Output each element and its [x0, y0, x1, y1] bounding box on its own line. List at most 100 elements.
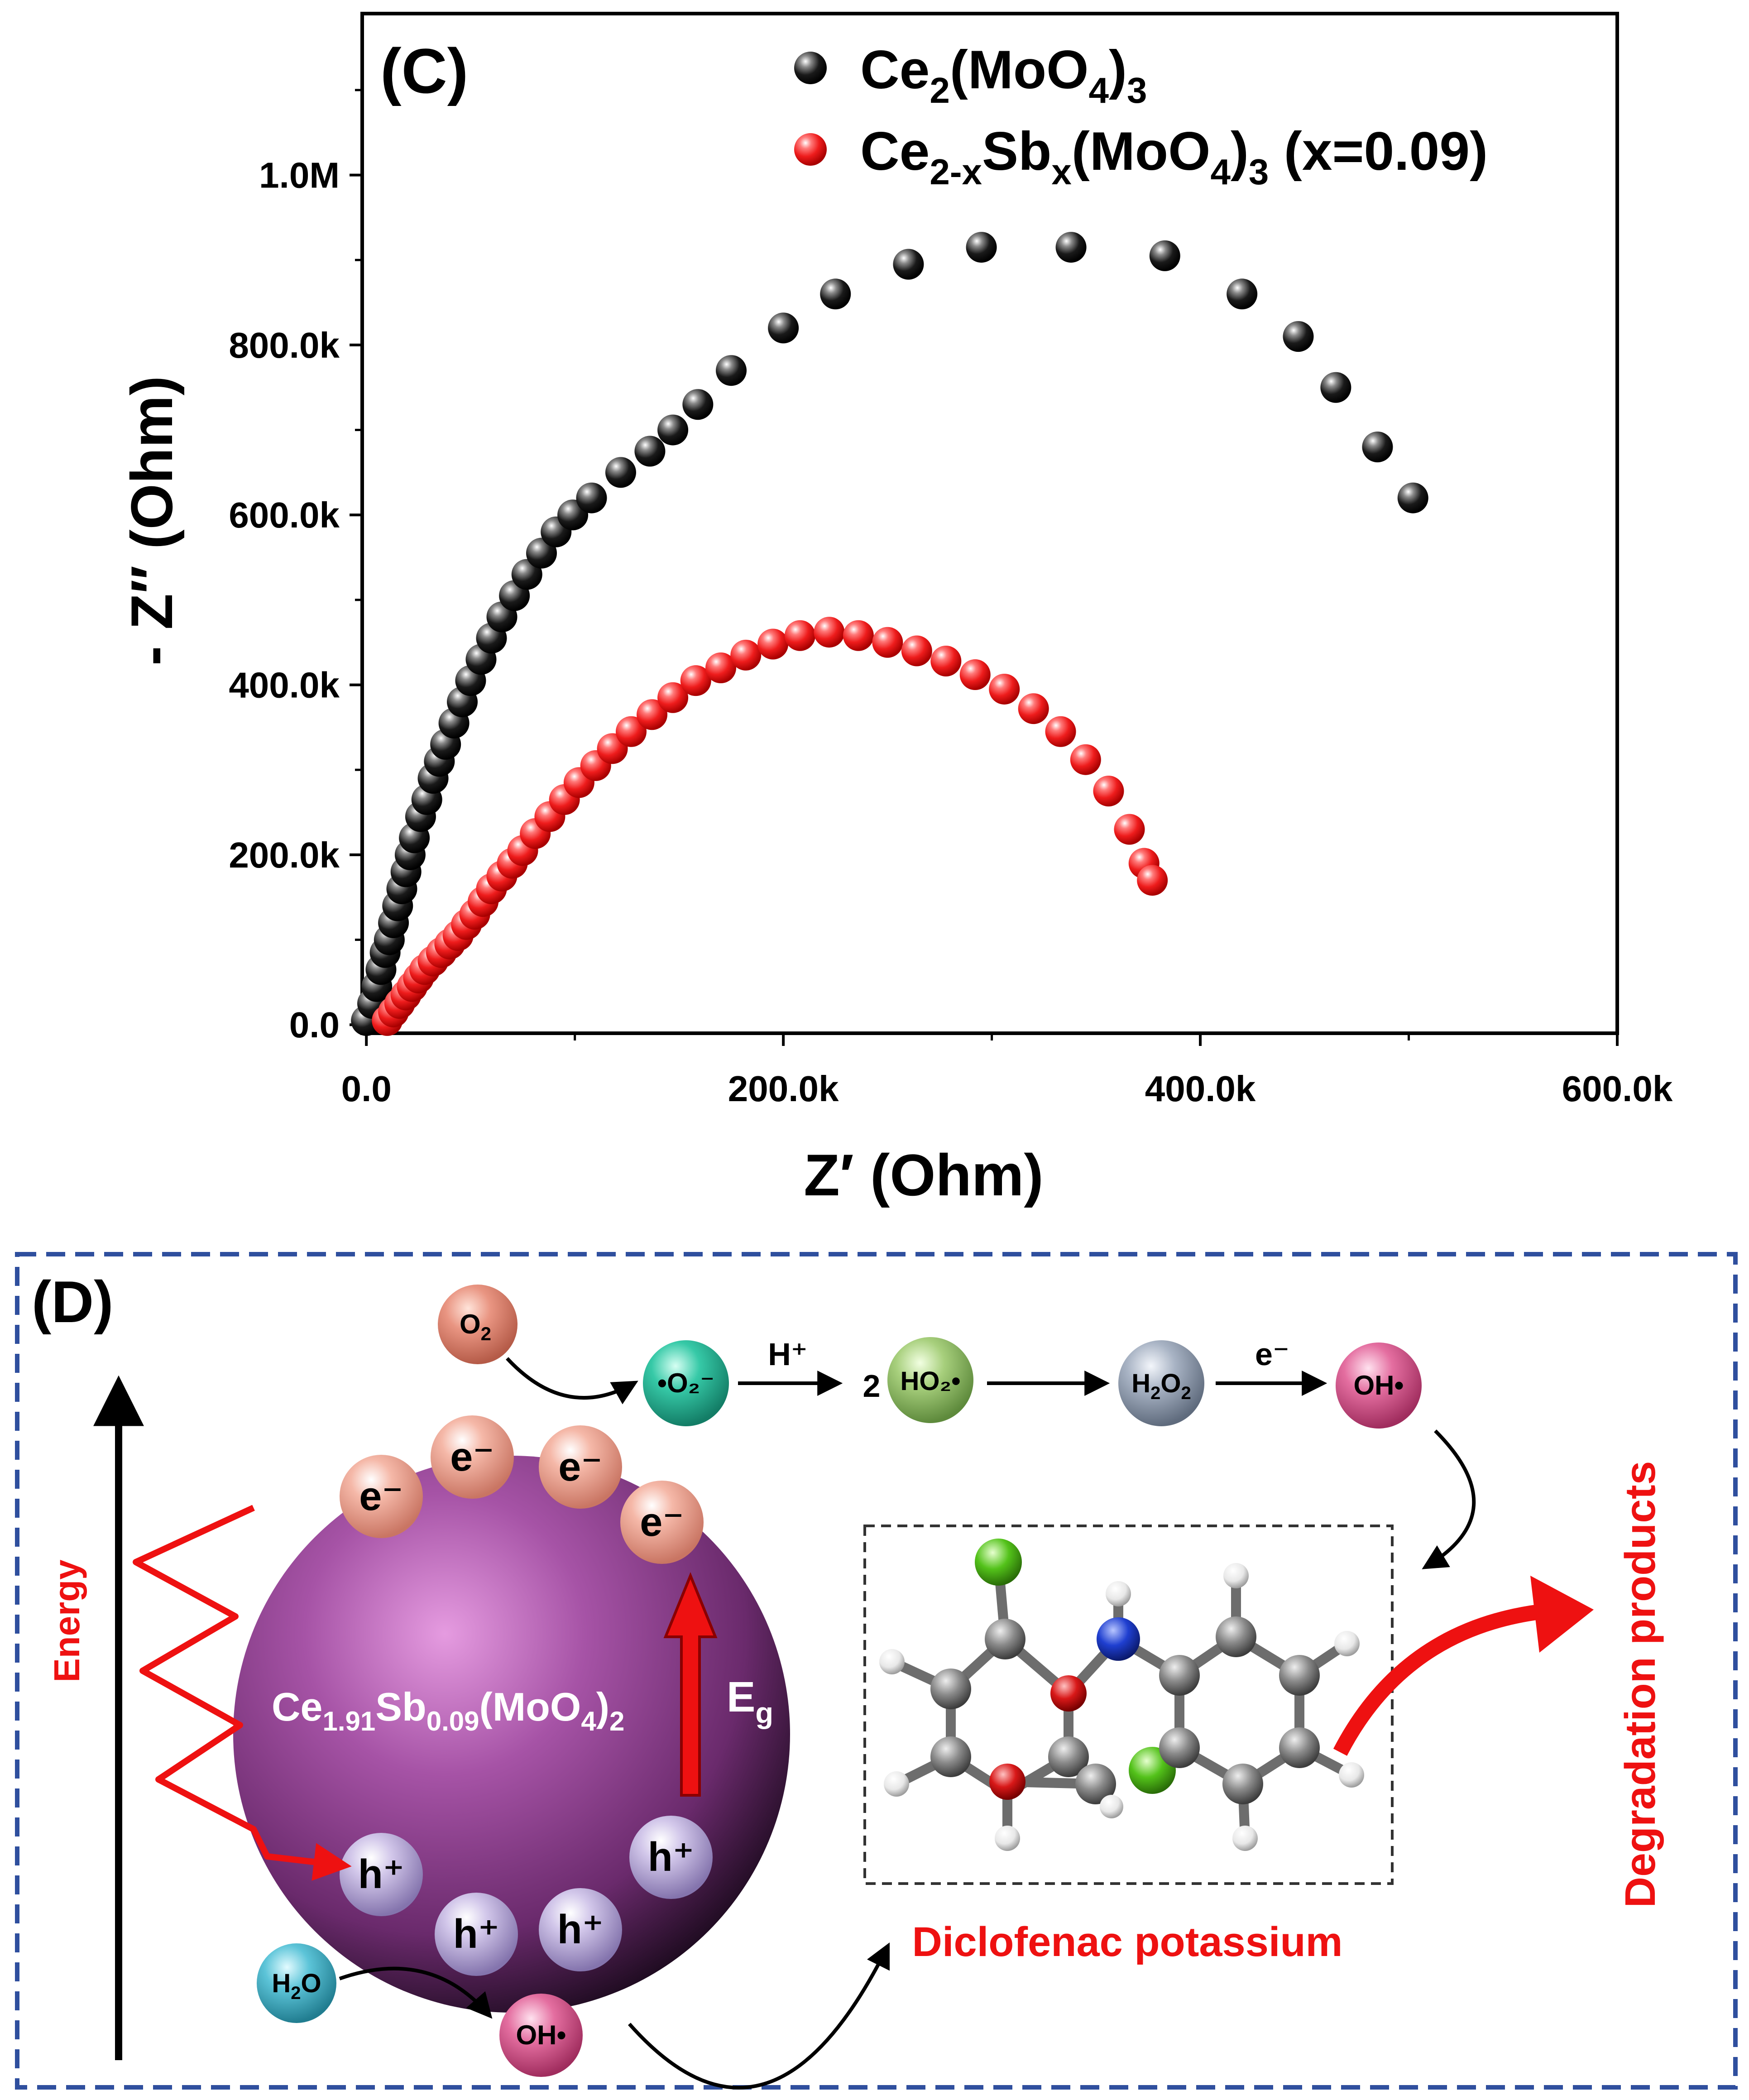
electron-particle — [539, 1425, 622, 1509]
legend-label-ce2moo4: Ce2(MoO4)3 — [860, 39, 1147, 110]
data-point — [730, 639, 762, 671]
hole-label: h⁺ — [453, 1912, 499, 1957]
hydrogen-atom — [1339, 1762, 1364, 1788]
data-point — [1070, 744, 1101, 775]
hole-label: h⁺ — [358, 1852, 404, 1897]
oh-to-pollutant-arrow — [628, 1942, 890, 2090]
series-1 — [372, 617, 1168, 1036]
electron-particle — [431, 1415, 514, 1499]
x-tick-label: 600.0k — [1562, 1069, 1673, 1109]
dashed-frame — [15, 1252, 1738, 2090]
data-point — [1283, 321, 1314, 352]
data-point — [872, 627, 903, 658]
data-series — [351, 232, 1428, 1036]
nyquist-chart: 0.0 200.0k 400.0k 600.0k 0.0 200.0k 400.0k 600.… — [119, 12, 1673, 1208]
e-minus-label: e⁻ — [1255, 1337, 1289, 1372]
y-tick-label: 200.0k — [229, 835, 340, 875]
oxygen-atom — [989, 1764, 1025, 1800]
carbon-atom — [930, 1668, 971, 1709]
products-label: Degradation products — [1616, 1461, 1664, 1908]
nitrogen-atom — [1097, 1617, 1140, 1661]
degradation-arrow-body — [1333, 1604, 1541, 1756]
hydrogen-atom — [879, 1649, 905, 1674]
pollutant-box — [863, 1525, 1394, 1885]
h2o-oxidation-arrow — [339, 1966, 493, 2019]
superoxide-label: •O₂⁻ — [657, 1368, 714, 1398]
carbon-atom — [1075, 1764, 1116, 1804]
y-tick-label: 800.0k — [229, 325, 340, 365]
hydrogen-atom — [995, 1826, 1020, 1851]
electron-label: e⁻ — [359, 1474, 403, 1519]
oh-radical-top — [1336, 1342, 1422, 1429]
ho2-radical — [887, 1337, 973, 1423]
carbon-atom — [1222, 1764, 1263, 1804]
x-axis-title: Z′ (Ohm) — [804, 1142, 1043, 1208]
data-point — [1055, 232, 1087, 263]
h-plus-label: H⁺ — [768, 1337, 808, 1372]
hydrogen-atom — [884, 1771, 909, 1797]
oh-bottom-label: OH• — [516, 2020, 566, 2050]
data-point — [1114, 814, 1145, 845]
data-point — [1045, 716, 1076, 747]
carbon-atom — [1048, 1736, 1089, 1777]
legend-marker-sb-doped — [794, 133, 827, 166]
hole-label: h⁺ — [648, 1835, 694, 1880]
y-tick-label: 1.0M — [259, 155, 340, 196]
carbon-atom — [1216, 1616, 1256, 1657]
carbon-atom — [1279, 1655, 1320, 1696]
h2o-label: H2O — [272, 1969, 321, 2003]
data-point — [814, 617, 845, 648]
carbon-atom — [930, 1736, 971, 1777]
carbon-atom — [985, 1619, 1025, 1659]
data-point — [1320, 372, 1351, 403]
carbon-atom — [1159, 1727, 1200, 1768]
hole-particle — [539, 1888, 622, 1971]
y-axis-title: - Z″ (Ohm) — [119, 376, 185, 666]
hydrogen-atom — [1100, 1795, 1123, 1818]
axis-ticks — [350, 89, 1619, 1046]
hole-particle — [629, 1816, 713, 1899]
data-point — [705, 652, 736, 684]
hydrogen-atom — [1106, 1581, 1131, 1606]
data-point — [634, 436, 666, 467]
light-wave — [133, 1505, 352, 1881]
y-tick-label: 0.0 — [289, 1005, 340, 1045]
series-0 — [351, 232, 1428, 1036]
hole-particle — [340, 1833, 423, 1916]
hydrogen-atom — [1223, 1563, 1249, 1588]
data-point — [576, 482, 607, 513]
oxygen-atom — [1050, 1675, 1087, 1712]
coefficient-two: 2 — [863, 1368, 881, 1404]
data-point — [1093, 776, 1124, 807]
data-point — [605, 457, 636, 488]
data-point — [820, 278, 851, 310]
legend: Ce2(MoO4)3 Ce2-xSbx(MoO4)3 (x=0.09) — [794, 39, 1488, 192]
h2o2-label: H2O2 — [1131, 1369, 1191, 1403]
legend-marker-ce2moo4 — [794, 52, 827, 84]
oh-radical-bottom — [499, 1994, 583, 2077]
degradation-arrow-head — [1530, 1576, 1594, 1653]
x-tick-label: 0.0 — [341, 1069, 392, 1109]
data-point — [843, 620, 874, 651]
data-point — [657, 414, 689, 446]
data-point — [959, 659, 991, 690]
h2o-molecule — [257, 1943, 336, 2023]
data-point — [682, 389, 714, 420]
electron-particle — [340, 1455, 423, 1538]
hydrogen-atom — [1334, 1631, 1360, 1656]
data-point — [901, 635, 932, 666]
data-point — [989, 673, 1020, 705]
electron-label: e⁻ — [640, 1500, 684, 1545]
oh-attack-arrow — [1422, 1429, 1476, 1569]
oh-top-label: OH• — [1353, 1370, 1404, 1400]
electron-label: e⁻ — [558, 1444, 603, 1490]
data-point — [966, 232, 997, 263]
hole-label: h⁺ — [557, 1907, 604, 1952]
molecule-atoms — [879, 1539, 1364, 1851]
o2-molecule — [438, 1285, 518, 1364]
panel-c-label: (C) — [380, 35, 468, 106]
mechanism-diagram: (D) Energy Ce1.91Sb0.09(MoO4)2 Eg e⁻ e⁻ … — [15, 1252, 1738, 2090]
electron-label: e⁻ — [450, 1434, 494, 1480]
data-point — [680, 665, 711, 696]
